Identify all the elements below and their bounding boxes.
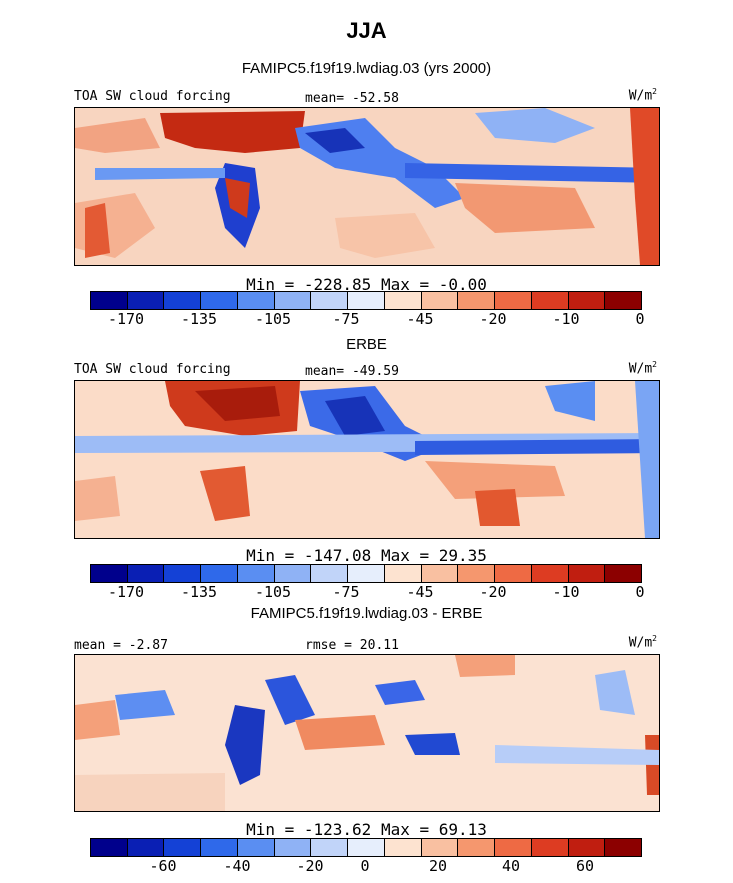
colorbar-swatch: [568, 565, 606, 582]
colorbar-swatch: [348, 292, 385, 309]
tick: -60: [149, 857, 177, 875]
panel-1-colorbar-ticks: -170 -135 -105 -75 -45 -20 -10 0: [90, 310, 645, 328]
colorbar-swatch: [384, 292, 422, 309]
colorbar-swatch: [164, 565, 202, 582]
colorbar-swatch: [274, 839, 312, 856]
tick: 0: [635, 583, 645, 601]
tick: -20: [479, 310, 507, 328]
colorbar-swatch: [458, 292, 496, 309]
colorbar-swatch: [458, 565, 496, 582]
tick: -10: [552, 583, 580, 601]
tick: -105: [254, 583, 292, 601]
colorbar-swatch: [531, 565, 569, 582]
colorbar-swatch: [127, 292, 165, 309]
colorbar-swatch: [348, 565, 385, 582]
colorbar-swatch: [201, 292, 238, 309]
tick: -20: [296, 857, 324, 875]
colorbar-swatch: [421, 565, 459, 582]
colorbar-swatch: [164, 292, 202, 309]
tick: 40: [501, 857, 521, 875]
colorbar-swatch: [568, 839, 606, 856]
colorbar-swatch: [495, 839, 532, 856]
panel-2-mean-label: mean= -49.59: [305, 364, 399, 379]
panel-3-heading: FAMIPC5.f19f19.lwdiag.03 - ERBE: [250, 605, 483, 622]
colorbar-swatch: [274, 565, 312, 582]
panel-3-colorbar-ticks: -60 -40 -20 0 20 40 60: [90, 857, 640, 875]
panel-3-mean-label: mean = -2.87: [74, 638, 168, 653]
colorbar-swatch: [384, 565, 422, 582]
panel-3-min-max: Min = -123.62 Max = 69.13: [246, 820, 487, 839]
tick: -105: [254, 310, 292, 328]
panel-1-heading: FAMIPC5.f19f19.lwdiag.03 (yrs 2000): [241, 60, 492, 77]
colorbar-swatch: [458, 839, 496, 856]
colorbar-swatch: [237, 839, 275, 856]
panel-3-rmse-label: rmse = 20.11: [305, 638, 399, 653]
panel-2-variable-label: TOA SW cloud forcing: [74, 362, 231, 377]
panel-2-heading: ERBE: [346, 336, 387, 353]
panel-2-colorbar: [90, 564, 642, 583]
colorbar-swatch: [127, 565, 165, 582]
panel-1-mean-label: mean= -52.58: [305, 91, 399, 106]
colorbar-swatch: [237, 565, 275, 582]
tick: -75: [332, 310, 360, 328]
colorbar-swatch: [91, 292, 128, 309]
tick: -10: [552, 310, 580, 328]
colorbar-swatch: [495, 292, 532, 309]
colorbar-swatch: [91, 839, 128, 856]
panel-2-map: [74, 380, 660, 539]
colorbar-swatch: [201, 565, 238, 582]
colorbar-swatch: [311, 292, 349, 309]
tick: -20: [479, 583, 507, 601]
colorbar-swatch: [348, 839, 385, 856]
colorbar-swatch: [127, 839, 165, 856]
colorbar-swatch: [568, 292, 606, 309]
colorbar-swatch: [531, 839, 569, 856]
panel-1-colorbar: [90, 291, 642, 310]
panel-1-units: W/m2: [628, 87, 657, 104]
panel-2-units: W/m2: [628, 360, 657, 377]
tick: -170: [107, 310, 145, 328]
colorbar-swatch: [311, 839, 349, 856]
panel-2-min-max: Min = -147.08 Max = 29.35: [246, 546, 487, 565]
panel-3-map: [74, 654, 660, 812]
colorbar-swatch: [421, 839, 459, 856]
colorbar-swatch: [384, 839, 422, 856]
panel-1-min-max: Min = -228.85 Max = -0.00: [246, 275, 487, 294]
tick: -45: [406, 310, 434, 328]
tick: 20: [428, 857, 448, 875]
colorbar-swatch: [421, 292, 459, 309]
colorbar-swatch: [605, 839, 642, 856]
panel-2-colorbar-ticks: -170 -135 -105 -75 -45 -20 -10 0: [90, 583, 645, 601]
colorbar-swatch: [164, 839, 202, 856]
tick: -170: [107, 583, 145, 601]
tick: -135: [180, 310, 218, 328]
tick: 60: [575, 857, 595, 875]
tick: 0: [360, 857, 370, 875]
panel-3-colorbar: [90, 838, 642, 857]
tick: -45: [406, 583, 434, 601]
tick: -40: [223, 857, 251, 875]
colorbar-swatch: [201, 839, 238, 856]
colorbar-swatch: [495, 565, 532, 582]
colorbar-swatch: [311, 565, 349, 582]
colorbar-swatch: [237, 292, 275, 309]
colorbar-swatch: [91, 565, 128, 582]
colorbar-swatch: [605, 292, 642, 309]
tick: 0: [635, 310, 645, 328]
figure-title: JJA: [346, 18, 387, 43]
colorbar-swatch: [605, 565, 642, 582]
panel-1-variable-label: TOA SW cloud forcing: [74, 89, 231, 104]
tick: -135: [180, 583, 218, 601]
panel-1-map: [74, 107, 660, 266]
colorbar-swatch: [531, 292, 569, 309]
tick: -75: [332, 583, 360, 601]
colorbar-swatch: [274, 292, 312, 309]
panel-3-units: W/m2: [628, 634, 657, 651]
